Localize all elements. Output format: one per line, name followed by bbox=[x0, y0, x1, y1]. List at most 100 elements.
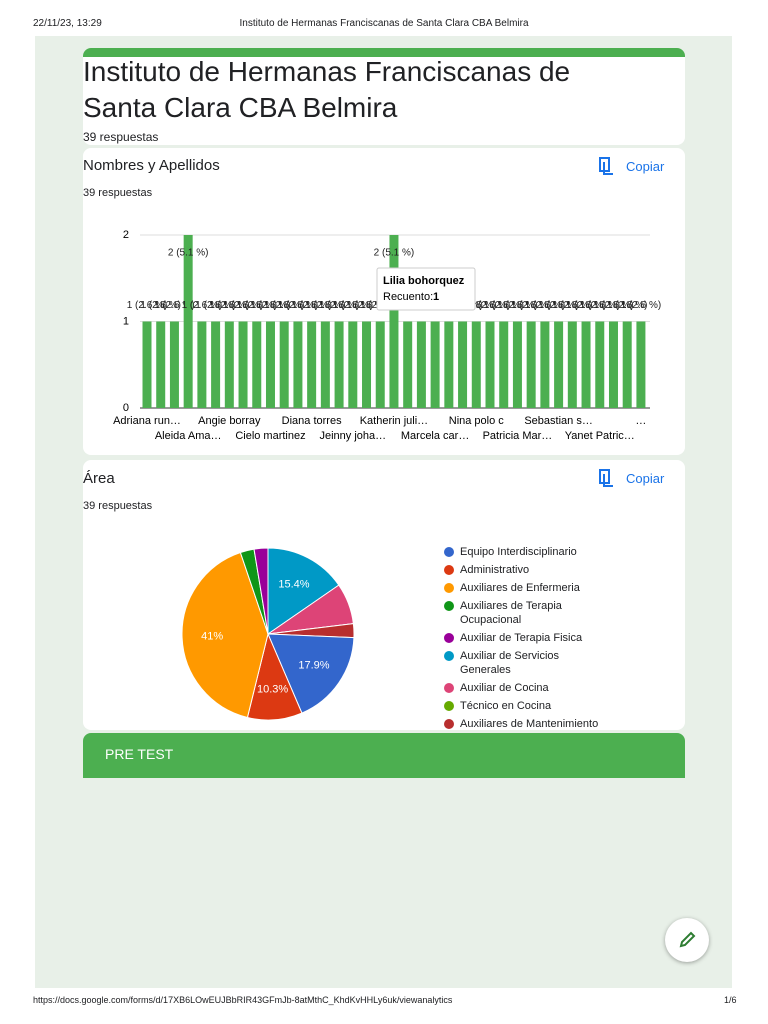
bar bbox=[375, 321, 385, 408]
data-label: 1 (2.6 %) bbox=[497, 300, 538, 311]
y-tick-label: 1 bbox=[123, 315, 129, 327]
print-title: Instituto de Hermanas Franciscanas de Sa… bbox=[239, 18, 529, 29]
data-label: 1 (2.6 %) bbox=[566, 300, 607, 311]
legend-swatch bbox=[444, 633, 454, 643]
data-label: 1 (2.6 %) bbox=[511, 300, 552, 311]
question-title: Nombres y Apellidos bbox=[83, 157, 220, 174]
legend-label: Equipo Interdisciplinario bbox=[460, 546, 577, 558]
y-tick-label: 2 bbox=[123, 229, 129, 241]
bar bbox=[224, 321, 234, 408]
bar bbox=[265, 321, 275, 408]
x-tick-label: Nina polo c bbox=[449, 415, 505, 427]
bar bbox=[581, 321, 591, 408]
tooltip-label: Recuento: bbox=[383, 291, 433, 303]
question-title: Área bbox=[83, 470, 115, 487]
data-label: 1 (2.6 %) bbox=[607, 300, 648, 311]
data-label: 1 (2.6 %) bbox=[127, 300, 168, 311]
y-tick-label: 0 bbox=[123, 402, 129, 414]
tooltip-value: 1 bbox=[433, 291, 439, 303]
bar bbox=[471, 321, 481, 408]
question-card: Nombres y Apellidos 39 respuestas Copiar… bbox=[83, 148, 685, 455]
bar bbox=[499, 321, 509, 408]
legend-swatch bbox=[444, 547, 454, 557]
bar bbox=[444, 321, 454, 408]
x-tick-label: … bbox=[635, 415, 646, 427]
pie-chart: 15.4% 17.9% 10.3% 41% bbox=[181, 547, 355, 721]
bar bbox=[252, 321, 262, 408]
tooltip-name: Lilia bohorquez bbox=[383, 275, 465, 287]
pie-slice bbox=[253, 547, 269, 635]
data-label: 1 (2.6 %) bbox=[552, 300, 593, 311]
x-tick-label: Cielo martinez bbox=[235, 430, 305, 442]
data-label: 1 (2.6 %) bbox=[483, 300, 524, 311]
bar bbox=[320, 321, 330, 408]
bar bbox=[540, 321, 550, 408]
bar bbox=[389, 235, 399, 408]
bar bbox=[293, 321, 303, 408]
data-label: 1 (2.6 %) bbox=[250, 300, 291, 311]
data-label: 1 (2.6 %) bbox=[182, 300, 223, 311]
legend-item: Equipo Interdisciplinario bbox=[444, 545, 609, 559]
bar bbox=[169, 321, 179, 408]
data-label: 1 (2.6 %) bbox=[291, 300, 332, 311]
section-title: PRE TEST bbox=[105, 746, 174, 762]
legend-item: Auxiliar de Terapia Fisica bbox=[444, 631, 609, 645]
legend-item: Administrativo bbox=[444, 563, 609, 577]
copy-button[interactable]: Copiar bbox=[597, 468, 664, 488]
data-label: 2 (5.1 %) bbox=[168, 248, 209, 259]
bar bbox=[403, 321, 413, 408]
bar bbox=[348, 321, 358, 408]
legend-label: Auxiliares de Enfermeria bbox=[460, 582, 580, 594]
bar bbox=[622, 321, 632, 408]
print-url: https://docs.google.com/forms/d/17XB6LOw… bbox=[33, 995, 453, 1005]
data-label: 1 (2.6 %) bbox=[195, 300, 236, 311]
legend-label: Administrativo bbox=[460, 564, 530, 576]
bar bbox=[156, 321, 166, 408]
legend-swatch bbox=[444, 601, 454, 611]
bar bbox=[608, 321, 618, 408]
question-responses: 39 respuestas bbox=[83, 500, 153, 512]
bar bbox=[183, 235, 193, 408]
legend-label: Auxiliares de Mantenimiento bbox=[460, 718, 599, 730]
data-label: 1 (2.6 %) bbox=[140, 300, 181, 311]
print-page: 1/6 bbox=[724, 995, 737, 1005]
form-title: Instituto de Hermanas Franciscanas de Sa… bbox=[83, 56, 571, 123]
copy-icon bbox=[599, 157, 613, 175]
legend-item: Técnico en Cocina bbox=[444, 699, 609, 713]
data-label: 1 (2.6 %) bbox=[579, 300, 620, 311]
copy-label: Copiar bbox=[626, 470, 665, 486]
legend-item: Auxiliar de Cocina bbox=[444, 681, 609, 695]
edit-button[interactable] bbox=[665, 918, 709, 962]
data-label: 1 (2.6 %) bbox=[346, 300, 387, 311]
data-label: 1 (2.6 %) bbox=[593, 300, 634, 311]
edit-icon bbox=[679, 931, 696, 948]
bar bbox=[636, 321, 646, 408]
data-label: 2 (5.1 %) bbox=[374, 248, 415, 259]
copy-label: Copiar bbox=[626, 158, 665, 174]
legend-swatch bbox=[444, 701, 454, 711]
bar bbox=[554, 321, 564, 408]
data-label: 1 (2.6 %) bbox=[278, 300, 319, 311]
data-label: 1 (2.6 %) bbox=[470, 300, 511, 311]
x-tick-label: Adriana run… bbox=[113, 415, 181, 427]
pie-slice bbox=[267, 633, 355, 714]
bar bbox=[279, 321, 289, 408]
data-label: 1 (2.6 %) bbox=[264, 300, 305, 311]
legend-swatch bbox=[444, 683, 454, 693]
data-label: 1 (2.6 %) bbox=[236, 300, 277, 311]
data-label: 1 (2.6 %) bbox=[621, 300, 662, 311]
bar bbox=[567, 321, 577, 408]
x-tick-label: Katherin juli… bbox=[360, 415, 428, 427]
legend-swatch bbox=[444, 719, 454, 729]
data-label: 1 (2.6 %) bbox=[209, 300, 250, 311]
copy-button[interactable]: Copiar bbox=[597, 156, 664, 176]
legend-swatch bbox=[444, 651, 454, 661]
bar bbox=[142, 321, 152, 408]
x-tick-label: Patricia Mar… bbox=[483, 430, 553, 442]
legend-item: Auxiliares de Enfermeria bbox=[444, 581, 609, 595]
header-stripe bbox=[83, 48, 685, 57]
print-datetime: 22/11/23, 13:29 bbox=[33, 18, 102, 29]
bar bbox=[416, 321, 426, 408]
bar bbox=[307, 321, 317, 408]
